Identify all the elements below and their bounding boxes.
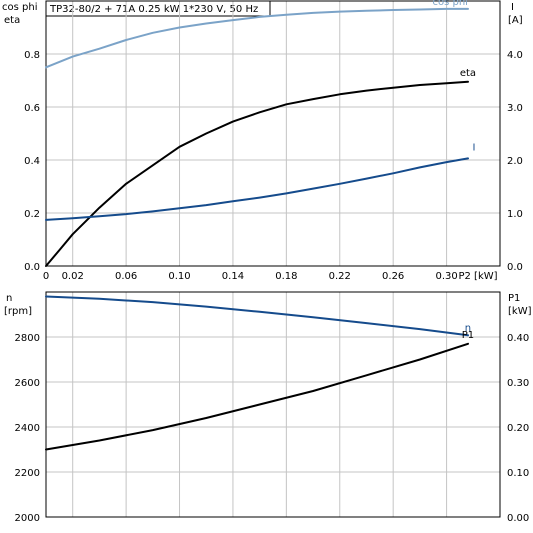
cosphi-series-label: cos phi — [432, 0, 467, 8]
top-left-axis-label-line1: cos phi — [2, 2, 37, 13]
bottom-plot-frame — [45, 291, 501, 518]
bottom-right-tick-label: 0.40 — [507, 333, 529, 344]
x-tick-label: 0.06 — [115, 271, 137, 282]
chart-title: TP32-80/2 + 71A 0.25 kW 1*230 V, 50 Hz — [49, 4, 258, 15]
top-right-axis-label-line1: I — [511, 2, 514, 13]
top-right-tick-label: 0.0 — [507, 262, 523, 273]
x-tick-label: 0.26 — [382, 271, 404, 282]
bottom-left-tick-label: 2400 — [15, 423, 40, 434]
top-left-tick-label: 0.0 — [24, 262, 40, 273]
x-tick-label: 0.10 — [168, 271, 190, 282]
top-left-tick-label: 0.8 — [24, 50, 40, 61]
top-right-tick-label: 1.0 — [507, 209, 523, 220]
top-right-tick-label: 2.0 — [507, 156, 523, 167]
bottom-left-tick-label: 2200 — [15, 468, 40, 479]
top-right-tick-label: 3.0 — [507, 103, 523, 114]
bottom-series-line-n — [45, 295, 469, 337]
current-series-label: I — [472, 142, 475, 153]
bottom-left-axis-label-line2: [rpm] — [4, 306, 32, 317]
bottom-series-line-P1 — [45, 342, 469, 451]
top-left-tick-label: 0.2 — [24, 209, 40, 220]
bottom-left-tick-label: 2000 — [15, 513, 40, 524]
top-series-line-cos-phi — [45, 7, 469, 69]
x-axis-label: P2 [kW] — [458, 271, 497, 282]
top-series-line-I — [45, 157, 469, 221]
top-plot-frame — [45, 0, 501, 267]
bottom-right-axis-label-line1: P1 — [508, 293, 520, 304]
top-right-axis-label-line2: [A] — [508, 15, 523, 26]
bottom-right-tick-label: 0.20 — [507, 423, 529, 434]
p1-series-label: P1 — [462, 330, 474, 341]
x-tick-label: 0.22 — [329, 271, 351, 282]
x-tick-label: 0.14 — [222, 271, 244, 282]
top-right-tick-label: 4.0 — [507, 50, 523, 61]
bottom-left-tick-label: 2600 — [15, 378, 40, 389]
bottom-right-tick-label: 0.30 — [507, 378, 529, 389]
bottom-right-tick-label: 0.00 — [507, 513, 529, 524]
x-tick-label: 0.18 — [275, 271, 297, 282]
bottom-right-tick-label: 0.10 — [507, 468, 529, 479]
bottom-right-axis-label-line2: [kW] — [508, 306, 532, 317]
x-tick-label: 0.30 — [435, 271, 457, 282]
top-left-tick-label: 0.6 — [24, 103, 40, 114]
speed-series-label: n — [465, 323, 471, 334]
x-tick-label: 0 — [43, 271, 49, 282]
bottom-left-axis-label-line1: n — [6, 293, 12, 304]
eta-series-label: eta — [460, 68, 476, 79]
top-series-line-eta — [45, 80, 469, 267]
top-left-axis-label-line2: eta — [4, 15, 20, 26]
top-left-tick-label: 0.4 — [24, 156, 40, 167]
bottom-left-tick-label: 2800 — [15, 333, 40, 344]
x-tick-label: 0.02 — [62, 271, 84, 282]
